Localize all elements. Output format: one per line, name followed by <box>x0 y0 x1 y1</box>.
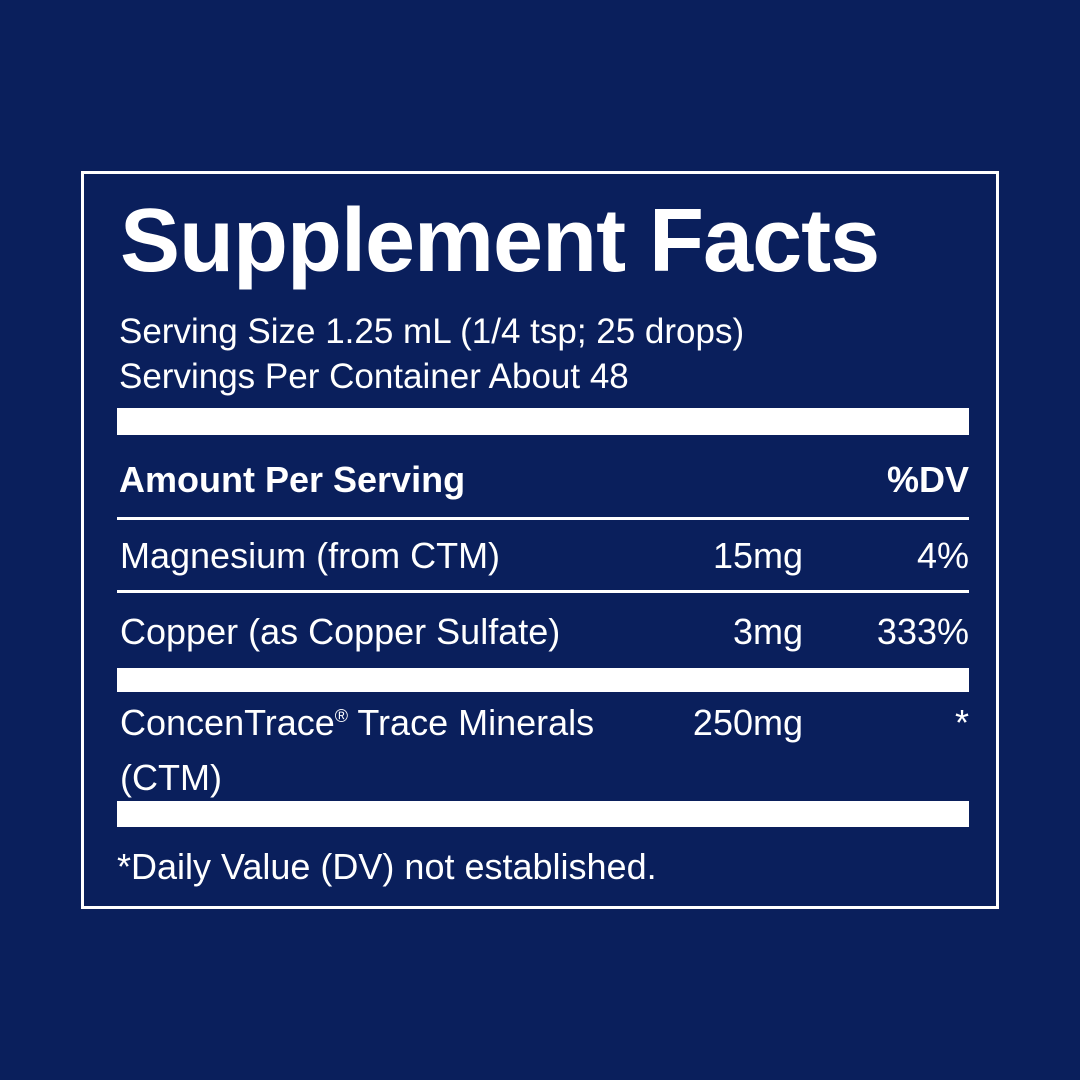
divider-thin <box>117 517 969 520</box>
title: Supplement Facts <box>120 191 880 291</box>
divider-thick <box>117 801 969 827</box>
serving-size: Serving Size 1.25 mL (1/4 tsp; 25 drops) <box>119 312 745 351</box>
supplement-facts-panel: Supplement Facts Serving Size 1.25 mL (1… <box>81 171 999 909</box>
row-dv: 333% <box>876 611 969 652</box>
row-dv: * <box>954 702 969 743</box>
row-amount: 250mg <box>692 702 803 743</box>
row-amount: 3mg <box>732 611 803 652</box>
row-name: ConcenTrace® Trace Minerals <box>120 702 595 743</box>
row-dv: 4% <box>916 535 969 576</box>
footnote: *Daily Value (DV) not established. <box>117 846 657 887</box>
header-dv: %DV <box>886 459 969 500</box>
divider-thin <box>117 590 969 593</box>
row-amount: 15mg <box>712 535 803 576</box>
row-name: Copper (as Copper Sulfate) <box>120 611 561 652</box>
divider-thick <box>117 408 969 435</box>
header-amount: Amount Per Serving <box>119 459 466 500</box>
registered-mark: ® <box>334 706 349 726</box>
row-name: Magnesium (from CTM) <box>120 535 501 576</box>
servings-per-container: Servings Per Container About 48 <box>119 357 629 396</box>
divider-thick <box>117 668 969 692</box>
row-name-line2: (CTM) <box>120 757 222 798</box>
